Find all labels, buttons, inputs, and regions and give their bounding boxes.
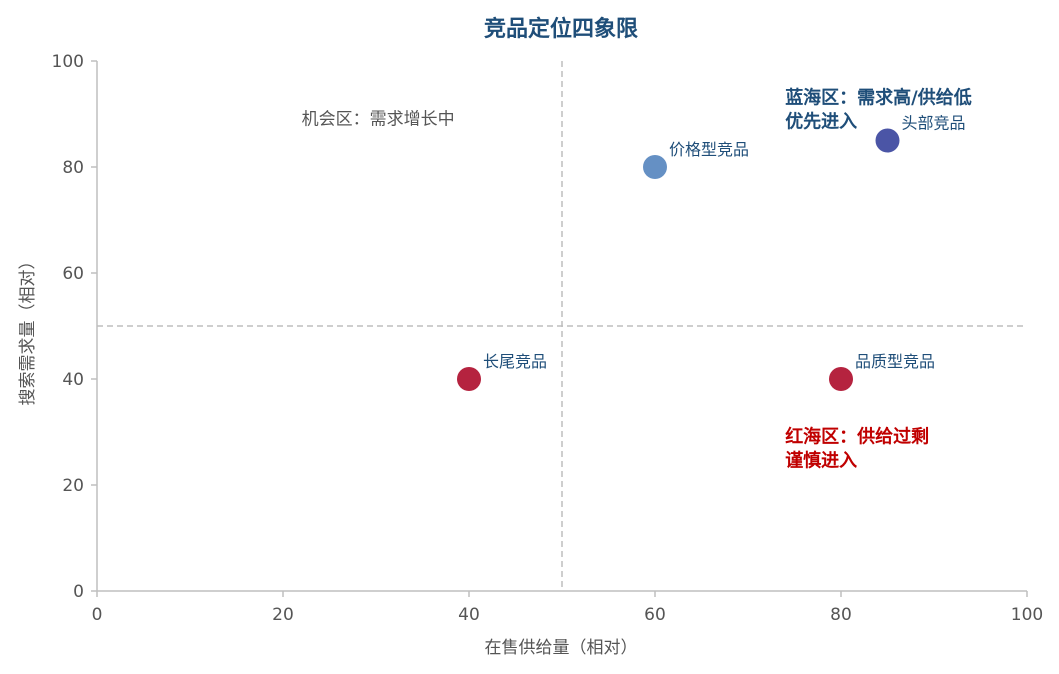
y-tick-label: 0 xyxy=(73,582,84,602)
x-tick-label: 60 xyxy=(644,605,666,625)
x-axis-label: 在售供给量（相对） xyxy=(485,638,638,658)
data-point xyxy=(829,367,853,391)
y-axis-label: 搜索需求量（相对） xyxy=(18,253,38,406)
data-point xyxy=(457,367,481,391)
x-tick-label: 20 xyxy=(272,605,294,625)
annotation-line: 蓝海区：需求高/供给低 xyxy=(785,86,972,108)
reference-lines xyxy=(97,61,1027,591)
y-tick-label: 100 xyxy=(52,52,84,72)
y-tick-label: 20 xyxy=(62,476,84,496)
data-point-label: 长尾竞品 xyxy=(483,352,547,371)
y-tick-label: 40 xyxy=(62,370,84,390)
data-point-label: 品质型竞品 xyxy=(855,352,935,371)
quadrant-annotation: 机会区：需求增长中 xyxy=(302,110,455,130)
y-tick-label: 80 xyxy=(62,158,84,178)
chart-title: 竞品定位四象限 xyxy=(484,16,638,42)
annotation-line: 红海区：供给过剩 xyxy=(785,426,929,448)
quadrant-annotation: 蓝海区：需求高/供给低优先进入 xyxy=(785,86,972,132)
x-tick-label: 0 xyxy=(92,605,103,625)
y-tick-label: 60 xyxy=(62,264,84,284)
data-point xyxy=(875,128,900,153)
annotation-line: 谨慎进入 xyxy=(785,450,857,472)
data-point-label: 头部竞品 xyxy=(902,114,966,133)
quadrant-annotation: 红海区：供给过剩谨慎进入 xyxy=(785,426,929,472)
annotation-line: 机会区：需求增长中 xyxy=(302,110,455,130)
x-tick-label: 40 xyxy=(458,605,480,625)
annotation-line: 优先进入 xyxy=(785,110,857,132)
data-point xyxy=(643,155,667,179)
axes: 0 20 40 60 80 100 0 20 40 60 80 100 xyxy=(52,52,1044,625)
data-point-label: 价格型竞品 xyxy=(669,140,749,159)
x-tick-label: 80 xyxy=(830,605,852,625)
x-tick-label: 100 xyxy=(1011,605,1043,625)
